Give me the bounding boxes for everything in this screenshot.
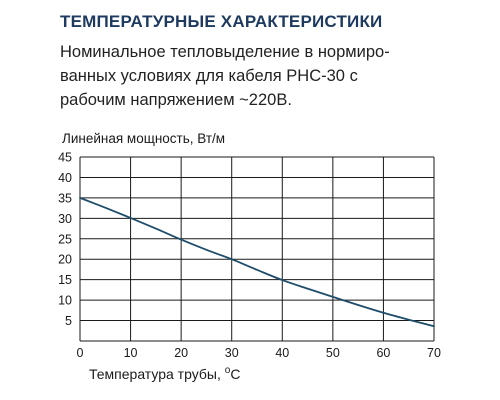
chart-heading: ТЕМПЕРАТУРНЫЕ ХАРАКТЕРИСТИКИ	[60, 12, 383, 31]
x-tick-label-60: 60	[376, 346, 390, 360]
x-tick-label-20: 20	[174, 346, 188, 360]
series	[79, 196, 435, 328]
y-axis-label: Линейная мощность, Вт/м	[62, 131, 225, 146]
x-tick-label-50: 50	[326, 346, 340, 360]
description-line-1: Номинальное тепловыделение в нормиро-	[60, 43, 390, 61]
x-axis-label-text: Температура трубы,	[89, 366, 225, 382]
y-tick-label-20: 20	[58, 253, 72, 267]
description-line-2: ванных условиях для кабеля РНС-30 с	[60, 67, 358, 85]
description-line-3: рабочим напряжением ~220В.	[60, 91, 292, 109]
x-tick-label-10: 10	[124, 346, 138, 360]
chart-description: Номинальное тепловыделение в нормиро- ва…	[60, 40, 480, 112]
y-tick-label-10: 10	[58, 294, 72, 308]
y-tick-label-45: 45	[58, 151, 72, 165]
x-tick-label-70: 70	[427, 346, 441, 360]
y-tick-label-35: 35	[58, 191, 72, 205]
series-line	[79, 196, 435, 328]
y-tick-label-5: 5	[65, 314, 72, 328]
x-axis-label: Температура трубы, oC	[89, 365, 240, 382]
x-axis-label-unit: C	[230, 366, 240, 382]
y-tick-label-25: 25	[58, 232, 72, 246]
y-tick-label-40: 40	[58, 171, 72, 185]
x-tick-label-0: 0	[77, 346, 84, 360]
x-axis-label-degree: o	[225, 365, 231, 376]
tick-labels: 0 10 20 30 40 50 60 70 5 10 15 20 25 30 35 40 45	[58, 151, 441, 361]
x-tick-label-40: 40	[275, 346, 289, 360]
y-tick-label-30: 30	[58, 212, 72, 226]
y-tick-label-15: 15	[58, 273, 72, 287]
x-tick-label-30: 30	[225, 346, 239, 360]
grid	[79, 156, 435, 342]
